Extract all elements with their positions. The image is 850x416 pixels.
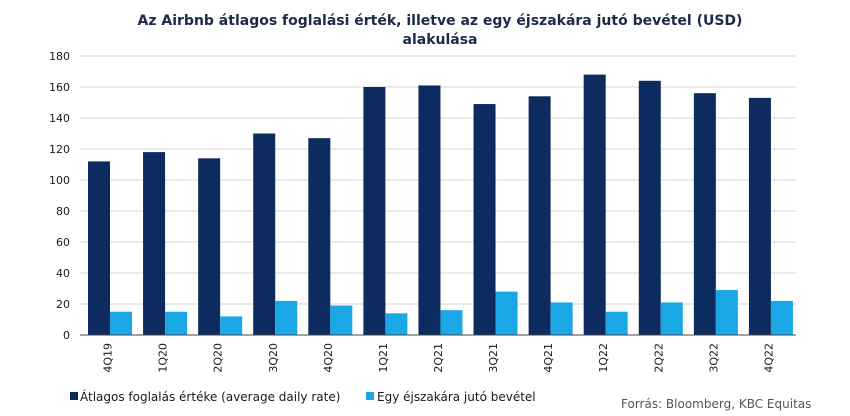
bar-revenue-2Q20 xyxy=(220,316,243,335)
legend-swatch-adr xyxy=(70,392,78,400)
y-tick-label: 120 xyxy=(49,143,70,156)
bar-revenue-1Q20 xyxy=(165,311,188,335)
chart-title-line-1: Az Airbnb átlagos foglalási érték, illet… xyxy=(137,13,743,29)
x-tick-label: 4Q22 xyxy=(762,343,775,373)
bar-revenue-4Q21 xyxy=(550,302,573,335)
bar-adr-2Q21 xyxy=(418,85,441,335)
x-tick-label: 4Q19 xyxy=(102,343,115,373)
source-note: Forrás: Bloomberg, KBC Equitas xyxy=(621,397,811,411)
bar-adr-4Q22 xyxy=(748,97,771,335)
legend-label-adr: Átlagos foglalás értéke (average daily r… xyxy=(80,389,340,404)
bars xyxy=(88,74,793,335)
bar-revenue-2Q21 xyxy=(440,310,463,335)
bar-adr-4Q19 xyxy=(88,161,110,335)
x-tick-label: 1Q20 xyxy=(157,343,170,373)
y-tick-label: 0 xyxy=(63,329,70,342)
x-tick-label: 1Q22 xyxy=(597,343,610,373)
y-axis: 0 20 40 60 80 100 120 140 160 180 xyxy=(49,50,70,342)
bar-adr-3Q22 xyxy=(693,93,716,335)
bar-adr-1Q20 xyxy=(143,152,166,335)
y-tick-label: 160 xyxy=(49,81,70,94)
x-tick-label: 4Q21 xyxy=(542,343,555,373)
bar-revenue-3Q20 xyxy=(275,300,298,335)
x-tick-label: 4Q20 xyxy=(322,343,335,373)
chart-title-line-2: alakulása xyxy=(402,32,478,48)
x-tick-label: 3Q21 xyxy=(487,343,500,373)
bar-adr-3Q20 xyxy=(253,133,276,335)
bar-adr-2Q22 xyxy=(638,80,661,335)
bar-adr-2Q20 xyxy=(198,158,221,335)
bar-revenue-2Q22 xyxy=(660,302,683,335)
x-axis: 4Q19 1Q20 2Q20 3Q20 4Q20 1Q21 2Q21 3Q21 4Q21 1Q22… xyxy=(80,334,796,373)
chart-title: Az Airbnb átlagos foglalási érték, illet… xyxy=(0,12,850,50)
bar-revenue-3Q22 xyxy=(715,290,738,335)
x-tick-label: 2Q22 xyxy=(652,343,665,373)
bar-revenue-4Q22 xyxy=(770,300,793,335)
bar-adr-3Q21 xyxy=(473,104,496,335)
x-tick-label: 2Q20 xyxy=(212,343,225,373)
legend-label-revenue: Egy éjszakára jutó bevétel xyxy=(377,390,536,404)
bar-revenue-4Q20 xyxy=(330,305,353,335)
y-tick-label: 60 xyxy=(56,236,70,249)
x-tick-label: 3Q22 xyxy=(707,343,720,373)
legend-swatch-revenue xyxy=(366,392,374,400)
y-tick-label: 140 xyxy=(49,112,70,125)
x-tick-label: 2Q21 xyxy=(432,343,445,373)
y-tick-label: 20 xyxy=(56,298,70,311)
x-tick-label: 3Q20 xyxy=(267,343,280,373)
bar-adr-1Q22 xyxy=(583,74,606,335)
bar-revenue-1Q22 xyxy=(605,311,628,335)
x-tick-label: 1Q21 xyxy=(377,343,390,373)
bar-revenue-1Q21 xyxy=(385,313,408,335)
bar-adr-4Q21 xyxy=(528,96,551,335)
y-tick-label: 100 xyxy=(49,174,70,187)
bar-revenue-4Q19 xyxy=(110,311,132,335)
bar-adr-4Q20 xyxy=(308,138,331,335)
legend: Átlagos foglalás értéke (average daily r… xyxy=(70,389,536,404)
y-tick-label: 40 xyxy=(56,267,70,280)
bar-revenue-3Q21 xyxy=(495,291,518,335)
y-tick-label: 80 xyxy=(56,205,70,218)
y-tick-label: 180 xyxy=(49,50,70,63)
bar-adr-1Q21 xyxy=(363,87,386,335)
